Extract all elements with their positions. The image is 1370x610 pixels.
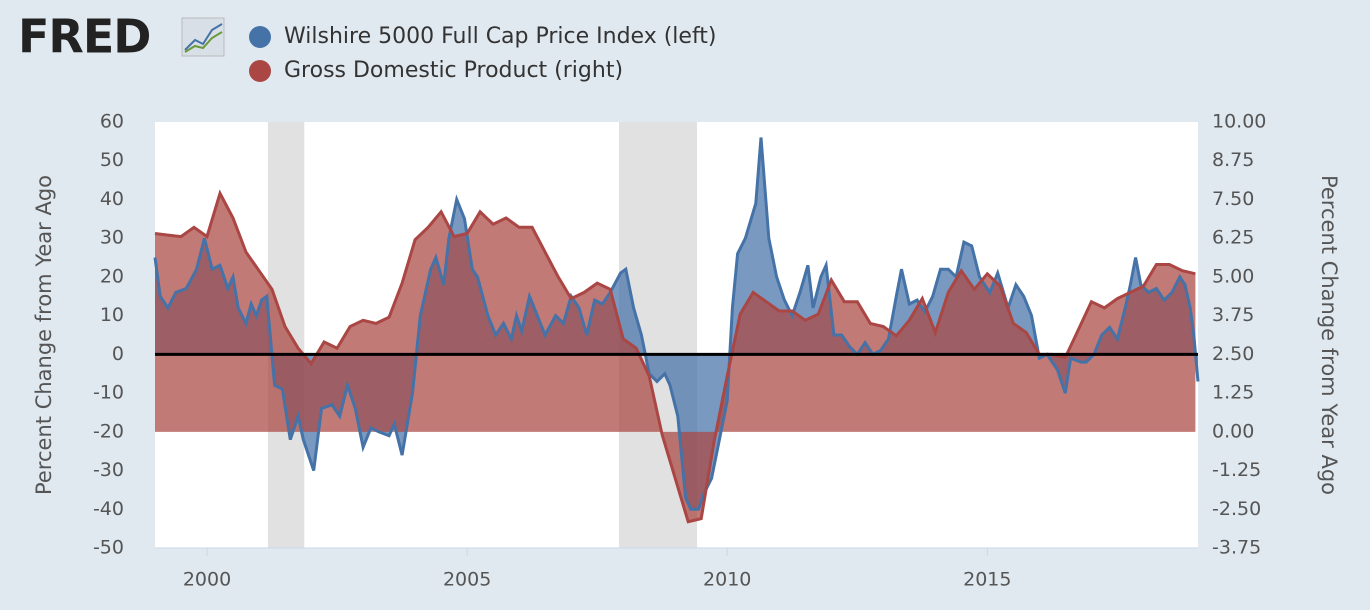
y-tick-label: 10	[100, 304, 124, 326]
x-tick-label: 2015	[963, 569, 1011, 591]
y-tick-label: 20	[100, 265, 124, 287]
y2-tick-label: 2.50	[1212, 343, 1254, 365]
y2-tick-label: -2.50	[1212, 498, 1261, 520]
y-tick-label: 60	[100, 111, 124, 133]
series-area	[155, 193, 1196, 522]
y-axis-title: Percent Change from Year Ago	[32, 175, 56, 495]
y-tick-label: -50	[93, 537, 124, 559]
y2-tick-label: 1.25	[1212, 382, 1254, 404]
y-tick-label: -20	[93, 420, 124, 442]
logo: FRED	[18, 10, 150, 64]
x-tick-label: 2005	[443, 569, 491, 591]
legend-label: Gross Domestic Product (right)	[284, 58, 623, 83]
y-tick-label: 30	[100, 227, 124, 249]
y2-tick-label: -3.75	[1212, 537, 1261, 559]
y-tick-label: -40	[93, 498, 124, 520]
y-tick-label: -10	[93, 382, 124, 404]
y-tick-label: 0	[112, 343, 124, 365]
y-tick-label: 50	[100, 149, 124, 171]
legend-marker	[249, 60, 271, 82]
y-tick-label: -30	[93, 459, 124, 481]
series-line	[153, 137, 1200, 511]
y2-axis-title: Percent Change from Year Ago	[1317, 175, 1341, 495]
y2-tick-label: -1.25	[1212, 459, 1261, 481]
legend-marker	[249, 26, 271, 48]
legend-label: Wilshire 5000 Full Cap Price Index (left…	[284, 24, 717, 49]
y2-tick-label: 6.25	[1212, 227, 1254, 249]
y2-tick-label: 7.50	[1212, 188, 1254, 210]
y2-tick-label: 5.00	[1212, 265, 1254, 287]
y2-tick-label: 3.75	[1212, 304, 1254, 326]
x-tick-label: 2010	[703, 569, 751, 591]
x-tick-label: 2000	[183, 569, 231, 591]
y-tick-label: 40	[100, 188, 124, 210]
series-line	[154, 189, 1196, 524]
y2-tick-label: 10.00	[1212, 111, 1266, 133]
y2-tick-label: 0.00	[1212, 420, 1254, 442]
logo-icon	[181, 17, 225, 57]
y2-tick-label: 8.75	[1212, 149, 1254, 171]
